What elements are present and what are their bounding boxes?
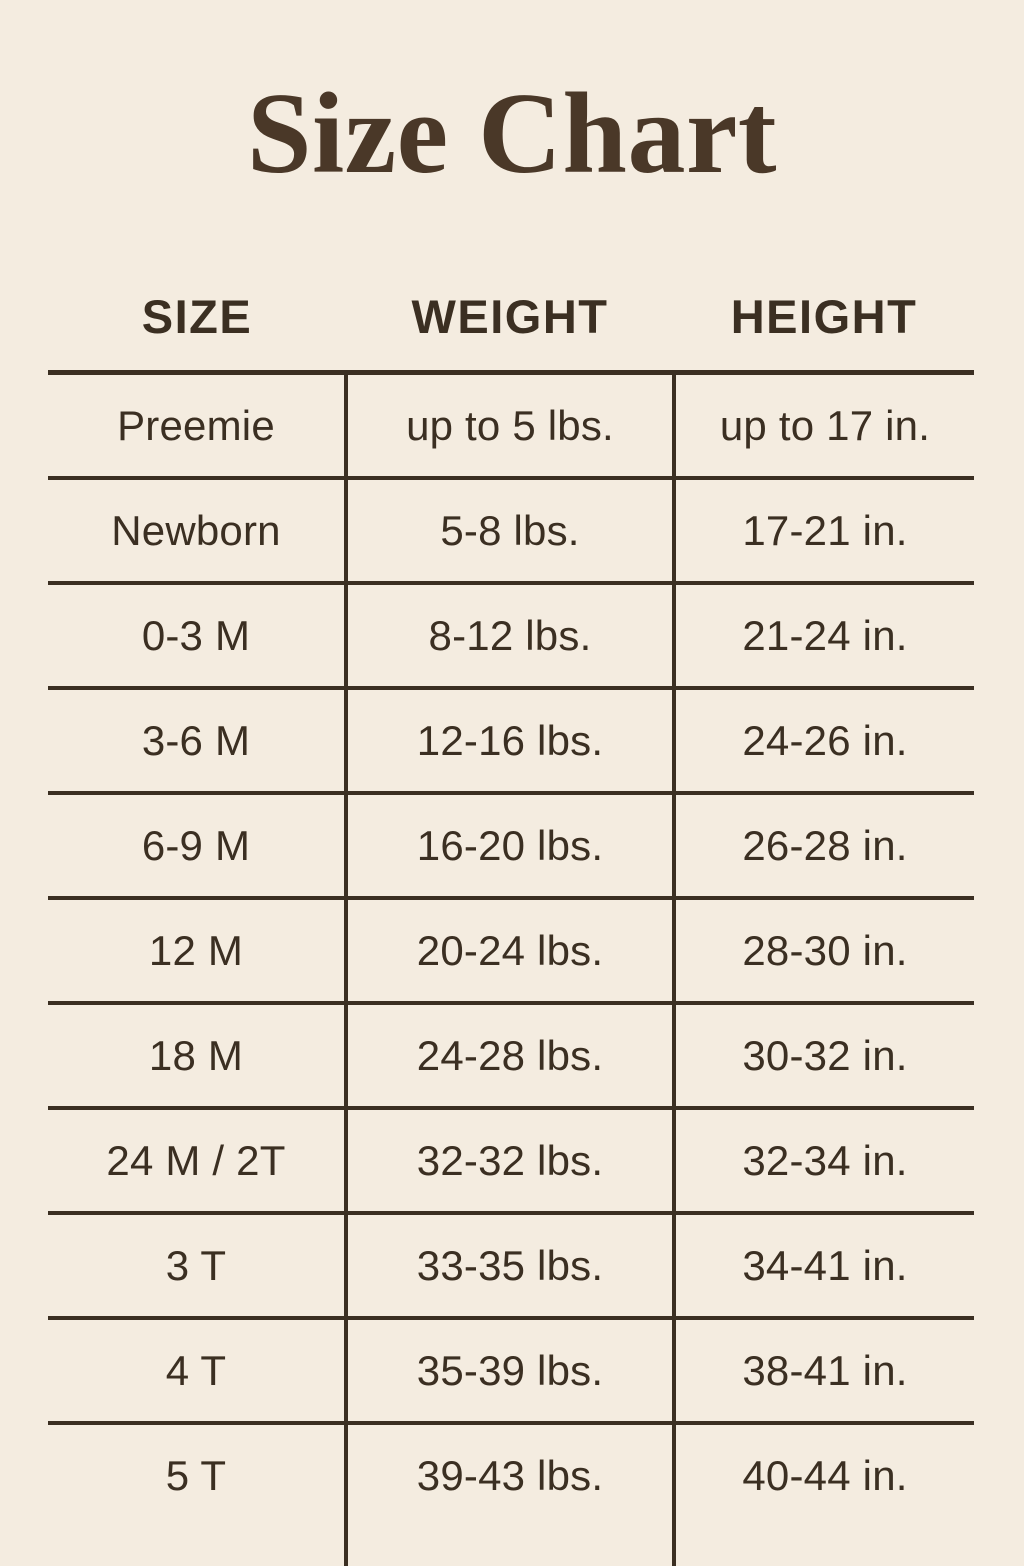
size-cell: 6-9 M: [48, 793, 346, 900]
height-cell: 38-41 in.: [672, 1318, 974, 1425]
weight-cell: 5-8 lbs.: [344, 478, 674, 585]
column-header-weight: WEIGHT: [346, 262, 674, 375]
size-cell: 18 M: [48, 1003, 346, 1110]
size-cell: 3-6 M: [48, 688, 346, 795]
table-rule-extension-row: [48, 1526, 974, 1566]
weight-cell: up to 5 lbs.: [344, 372, 674, 480]
table-row: 24 M / 2T 32-32 lbs. 32-34 in.: [48, 1108, 974, 1215]
height-cell: 28-30 in.: [672, 898, 974, 1005]
weight-cell: 33-35 lbs.: [344, 1213, 674, 1320]
table-header-row: SIZE WEIGHT HEIGHT: [48, 262, 974, 375]
height-cell: 32-34 in.: [672, 1108, 974, 1215]
table-body: Preemie up to 5 lbs. up to 17 in. Newborn 5-…: [48, 372, 974, 1526]
weight-cell: 24-28 lbs.: [344, 1003, 674, 1110]
column-header-size: SIZE: [48, 262, 346, 375]
height-cell: 26-28 in.: [672, 793, 974, 900]
weight-cell: 39-43 lbs.: [344, 1423, 674, 1526]
table-row: 3-6 M 12-16 lbs. 24-26 in.: [48, 688, 974, 795]
size-cell: Newborn: [48, 478, 346, 585]
height-cell: 21-24 in.: [672, 583, 974, 690]
rule-extension-weight: [344, 1526, 674, 1566]
weight-cell: 20-24 lbs.: [344, 898, 674, 1005]
table-row: 0-3 M 8-12 lbs. 21-24 in.: [48, 583, 974, 690]
table-row: 6-9 M 16-20 lbs. 26-28 in.: [48, 793, 974, 900]
weight-cell: 8-12 lbs.: [344, 583, 674, 690]
height-cell: 30-32 in.: [672, 1003, 974, 1110]
column-header-height: HEIGHT: [674, 262, 974, 375]
size-cell: 5 T: [165, 1451, 227, 1499]
table-row: 18 M 24-28 lbs. 30-32 in.: [48, 1003, 974, 1110]
rule-extension-height: [672, 1526, 974, 1566]
rule-extension-size: [48, 1526, 346, 1566]
size-cell: 4 T: [48, 1318, 346, 1425]
height-cell: 40-44 in.: [672, 1423, 974, 1526]
weight-cell: 12-16 lbs.: [344, 688, 674, 795]
weight-cell: 16-20 lbs.: [344, 793, 674, 900]
table-footer-extension: [48, 1526, 974, 1566]
size-chart-table: SIZE WEIGHT HEIGHT Preemie up to 5 lbs. up…: [48, 262, 974, 1566]
table-header: SIZE WEIGHT HEIGHT: [48, 262, 974, 375]
table-row: 5 T 39-43 lbs. 40-44 in.: [48, 1423, 974, 1526]
height-cell: 34-41 in.: [672, 1213, 974, 1320]
table-row: Preemie up to 5 lbs. up to 17 in.: [48, 372, 974, 480]
size-cell: Preemie: [48, 372, 346, 480]
weight-cell: 35-39 lbs.: [344, 1318, 674, 1425]
page-title: Size Chart: [246, 70, 778, 198]
weight-cell: 32-32 lbs.: [344, 1108, 674, 1215]
height-cell: up to 17 in.: [672, 372, 974, 480]
table-row: Newborn 5-8 lbs. 17-21 in.: [48, 478, 974, 585]
size-cell: 12 M: [48, 898, 346, 1005]
size-cell: 3 T: [48, 1213, 346, 1320]
size-chart-table-wrapper: SIZE WEIGHT HEIGHT Preemie up to 5 lbs. up…: [48, 262, 974, 1566]
table-row: 4 T 35-39 lbs. 38-41 in.: [48, 1318, 974, 1425]
table-row: 3 T 33-35 lbs. 34-41 in.: [48, 1213, 974, 1320]
size-cell: 0-3 M: [48, 583, 346, 690]
height-cell: 24-26 in.: [672, 688, 974, 795]
table-row: 12 M 20-24 lbs. 28-30 in.: [48, 898, 974, 1005]
size-cell: 24 M / 2T: [48, 1108, 346, 1215]
height-cell: 17-21 in.: [672, 478, 974, 585]
